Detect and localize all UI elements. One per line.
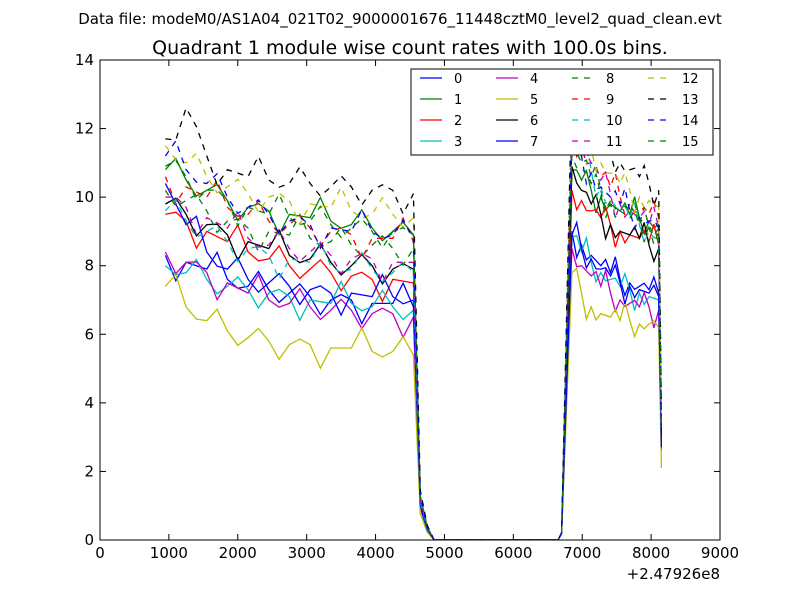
y-tick-label: 10 bbox=[75, 188, 94, 206]
x-tick-label: 8000 bbox=[632, 544, 670, 562]
x-tick-label: 4000 bbox=[356, 544, 394, 562]
legend-label-1: 1 bbox=[454, 93, 462, 108]
series-line-15 bbox=[165, 155, 663, 540]
legend-label-8: 8 bbox=[606, 72, 614, 87]
y-tick-label: 8 bbox=[84, 257, 94, 275]
y-tick-label: 6 bbox=[84, 325, 94, 343]
x-tick-label: 6000 bbox=[494, 544, 532, 562]
legend-label-11: 11 bbox=[606, 135, 623, 150]
legend-label-2: 2 bbox=[454, 114, 462, 129]
legend-label-9: 9 bbox=[606, 93, 614, 108]
legend-label-12: 12 bbox=[682, 72, 699, 87]
legend-label-3: 3 bbox=[454, 135, 462, 150]
y-tick-label: 4 bbox=[84, 394, 94, 412]
plot-border bbox=[99, 59, 721, 541]
series-layer bbox=[164, 83, 663, 540]
x-tick-label: 9000 bbox=[701, 544, 739, 562]
y-tick-label: 0 bbox=[84, 531, 94, 549]
y-tick-label: 12 bbox=[75, 120, 94, 138]
legend-label-10: 10 bbox=[606, 114, 623, 129]
legend-label-5: 5 bbox=[530, 93, 538, 108]
legend-label-7: 7 bbox=[530, 135, 538, 150]
ticks-layer: 0 1000 2000 3000 4000 5000 6000 7000 8000 9000 0 2 4… bbox=[75, 51, 739, 562]
legend-label-0: 0 bbox=[454, 72, 462, 87]
legend-label-4: 4 bbox=[530, 72, 538, 87]
series-line-5 bbox=[164, 267, 663, 540]
chart-title: Quadrant 1 module wise count rates with … bbox=[152, 37, 668, 59]
x-tick-label: 0 bbox=[95, 544, 105, 562]
x-tick-label: 1000 bbox=[150, 544, 188, 562]
legend-label-15: 15 bbox=[682, 135, 699, 150]
x-tick-label: 7000 bbox=[563, 544, 601, 562]
x-tick-label: 5000 bbox=[425, 544, 463, 562]
x-tick-label: 3000 bbox=[288, 544, 326, 562]
legend-label-14: 14 bbox=[682, 114, 699, 129]
suptitle: Data file: modeM0/AS1A04_021T02_90000016… bbox=[78, 10, 722, 29]
legend-label-6: 6 bbox=[530, 114, 538, 129]
series-line-13 bbox=[165, 83, 663, 540]
y-tick-label: 2 bbox=[84, 462, 94, 480]
x-tick-label: 2000 bbox=[219, 544, 257, 562]
x-offset-label: +2.47926e8 bbox=[627, 565, 720, 583]
series-line-14 bbox=[164, 130, 663, 540]
legend-label-13: 13 bbox=[682, 93, 699, 108]
y-tick-label: 14 bbox=[75, 51, 94, 69]
